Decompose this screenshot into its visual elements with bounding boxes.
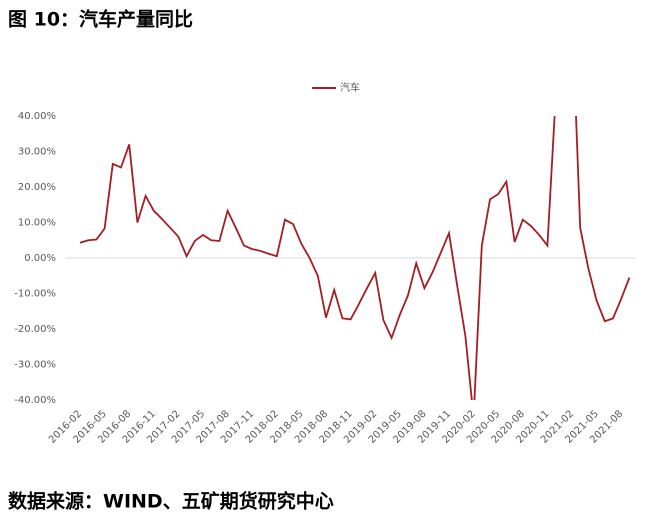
y-tick-label: -20.00% [14, 324, 56, 335]
series-line [79, 116, 631, 400]
y-tick-label: -30.00% [14, 360, 56, 371]
y-tick-label: 20.00% [18, 182, 56, 193]
legend-label: 汽车 [340, 81, 360, 94]
y-tick-label: -10.00% [14, 289, 56, 300]
source-note: 数据来源：WIND、五矿期货研究中心 [8, 490, 334, 513]
y-tick-label: -40.00% [14, 395, 56, 406]
y-tick-label: 30.00% [18, 147, 56, 158]
y-tick-label: 40.00% [18, 111, 56, 122]
y-tick-label: 10.00% [18, 218, 56, 229]
y-tick-label: 0.00% [24, 253, 56, 264]
page-title: 图 10：汽车产量同比 [8, 8, 193, 31]
